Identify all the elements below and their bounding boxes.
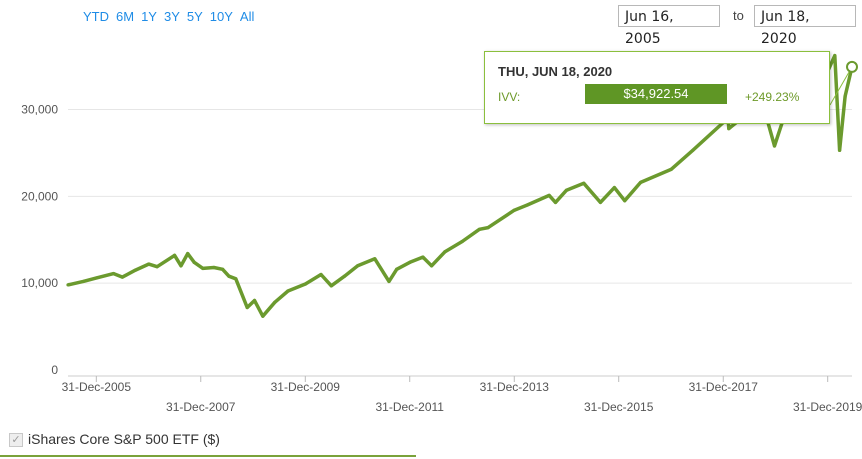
data-point	[669, 167, 673, 171]
date-range-to-label: to	[733, 8, 744, 23]
data-point	[261, 314, 265, 318]
data-point	[155, 265, 159, 269]
tooltip-change: +249.23%	[745, 90, 800, 104]
data-point	[843, 94, 847, 99]
data-point	[179, 264, 183, 268]
data-point	[477, 227, 481, 231]
data-point	[727, 126, 731, 131]
data-point	[245, 305, 249, 310]
y-tick-label: 20,000	[21, 189, 58, 203]
series-line	[67, 53, 854, 318]
data-point	[837, 148, 842, 152]
data-point	[201, 266, 205, 270]
data-point	[623, 199, 627, 203]
tooltip-price: $34,922.54	[585, 84, 727, 104]
data-point	[133, 268, 138, 272]
data-point	[833, 54, 837, 58]
data-point	[691, 148, 695, 152]
x-tick-label: 31-Dec-2009	[271, 380, 341, 394]
data-point	[66, 283, 70, 287]
data-point	[319, 272, 323, 277]
data-point	[112, 272, 116, 276]
data-point	[421, 255, 425, 259]
data-point	[212, 265, 216, 270]
data-point	[443, 250, 447, 254]
data-point	[81, 279, 85, 284]
data-point	[172, 253, 177, 257]
data-point	[286, 289, 290, 293]
legend-underline	[0, 455, 416, 457]
start-date-input[interactable]: Jun 16, 2005	[618, 5, 720, 47]
range-button-3y[interactable]: 3Y	[163, 9, 180, 24]
data-point	[638, 180, 643, 185]
y-tick-label: 10,000	[21, 276, 58, 290]
data-point	[186, 252, 190, 256]
data-point	[612, 186, 617, 190]
data-point	[342, 274, 347, 278]
legend-checkbox[interactable]: ✓	[9, 433, 23, 448]
data-point	[94, 276, 99, 280]
data-point	[303, 282, 308, 286]
data-point	[234, 277, 238, 281]
range-button-ytd[interactable]: YTD	[83, 9, 109, 24]
data-point	[582, 181, 586, 185]
data-point	[772, 144, 777, 148]
data-point	[120, 275, 124, 279]
data-point	[460, 239, 464, 244]
data-point	[387, 279, 391, 284]
data-point	[252, 298, 257, 303]
chart-tooltip: THU, JUN 18, 2020 IVV: $34,922.54 +249.2…	[484, 51, 830, 124]
range-button-10y[interactable]: 10Y	[209, 9, 233, 24]
range-selector: YTD 6M 1Y 3Y 5Y 10Y All	[83, 9, 261, 24]
tooltip-ticker: IVV:	[498, 90, 521, 104]
data-point	[408, 260, 412, 264]
data-point	[221, 267, 225, 271]
end-date-input[interactable]: Jun 18, 2020	[754, 5, 856, 47]
data-point	[273, 300, 277, 304]
x-tick-label: 31-Dec-2013	[480, 380, 550, 394]
tooltip-connector	[829, 66, 853, 106]
data-point	[329, 284, 333, 288]
x-tick-label: 31-Dec-2019	[793, 400, 862, 414]
data-point	[356, 264, 360, 268]
data-point	[373, 257, 377, 261]
range-button-5y[interactable]: 5Y	[186, 9, 203, 24]
data-point	[227, 274, 231, 278]
tooltip-date: THU, JUN 18, 2020	[498, 64, 613, 79]
data-point	[395, 267, 399, 271]
data-point	[525, 203, 529, 207]
data-point	[192, 260, 196, 264]
data-point	[430, 264, 434, 268]
x-tick-label: 31-Dec-2007	[166, 400, 236, 414]
y-tick-label: 30,000	[21, 102, 58, 116]
data-point	[147, 262, 151, 266]
data-point	[553, 200, 558, 204]
legend-label: iShares Core S&P 500 ETF ($)	[28, 431, 220, 447]
data-point	[547, 193, 551, 198]
data-point	[486, 225, 490, 230]
range-button-6m[interactable]: 6M	[116, 9, 135, 24]
legend-item[interactable]: ✓ iShares Core S&P 500 ETF ($)	[9, 431, 220, 448]
range-button-1y[interactable]: 1Y	[141, 9, 157, 24]
hover-marker	[846, 60, 858, 73]
data-point	[512, 208, 516, 212]
x-tick-label: 31-Dec-2015	[584, 400, 654, 414]
x-tick-label: 31-Dec-2017	[689, 380, 759, 394]
range-button-all[interactable]: All	[239, 9, 255, 24]
data-point	[564, 188, 569, 192]
data-point	[598, 200, 602, 204]
x-tick-label: 31-Dec-2011	[375, 400, 444, 414]
x-tick-label: 31-Dec-2005	[62, 380, 132, 394]
y-tick-label: 0	[51, 363, 58, 377]
